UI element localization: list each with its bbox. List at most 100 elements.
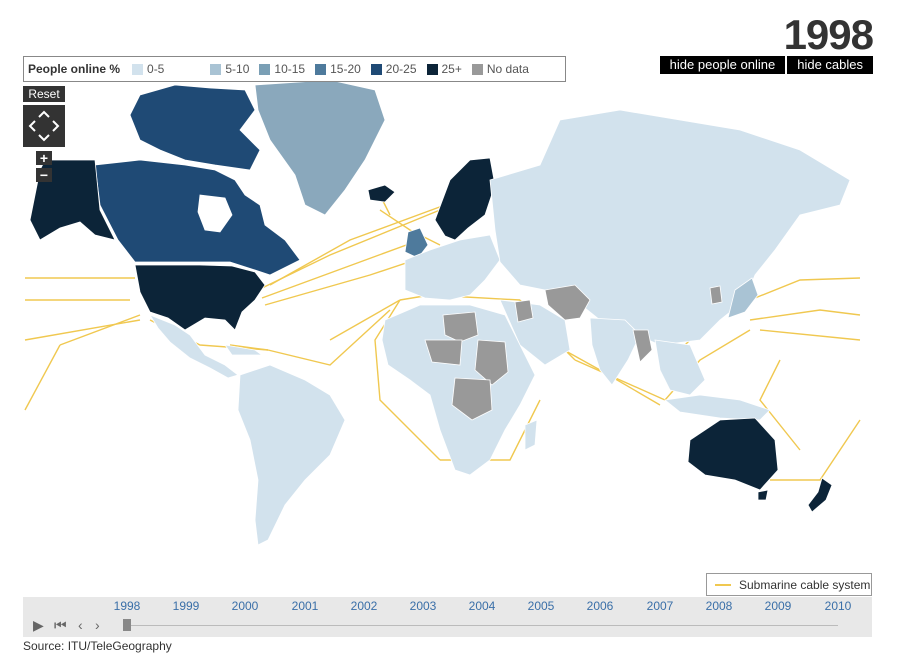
hide-people-online-button[interactable]: hide people online [659, 56, 786, 74]
united-states [134, 264, 266, 331]
legend-label: 15-20 [330, 62, 361, 76]
year-tick-2008[interactable]: 2008 [705, 599, 733, 613]
iceland [367, 184, 396, 203]
iraq [514, 299, 534, 323]
cable-asia-east-3 [759, 329, 861, 341]
zoom-out-button[interactable]: − [36, 168, 52, 182]
people-online-legend: People online % 0-5 5-10 10-15 15-20 20-… [23, 56, 566, 82]
cable-asia-east [749, 277, 861, 301]
cable-australia-nz [770, 419, 861, 481]
timeline-track[interactable] [123, 625, 838, 626]
cable-legend: Submarine cable system [706, 573, 872, 596]
year-tick-2005[interactable]: 2005 [527, 599, 555, 613]
legend-item-no-data: No data [471, 62, 529, 76]
mexico [149, 314, 239, 379]
year-tick-2001[interactable]: 2001 [291, 599, 319, 613]
cable-indian-1 [574, 359, 666, 401]
tasmania [757, 489, 769, 501]
swatch-25-plus [426, 63, 438, 75]
korea [709, 285, 723, 305]
rewind-icon[interactable]: ⏮ [54, 617, 67, 633]
swatch-5-10 [210, 63, 222, 75]
cable-americas [267, 309, 391, 366]
legend-item-5-10: 5-10 [210, 62, 249, 76]
india [589, 317, 641, 386]
zoom-in-button[interactable]: + [36, 151, 52, 165]
prev-icon[interactable]: ‹ [78, 617, 83, 633]
swatch-no-data [471, 63, 483, 75]
next-icon[interactable]: › [95, 617, 100, 633]
year-tick-2000[interactable]: 2000 [231, 599, 259, 613]
dr-congo [451, 377, 493, 421]
cable-hawaii [59, 314, 141, 346]
pan-control[interactable] [23, 105, 65, 147]
sudan [474, 339, 509, 386]
year-tick-2010[interactable]: 2010 [824, 599, 852, 613]
year-tick-2009[interactable]: 2009 [764, 599, 792, 613]
legend-item-0-5: 0-5 [132, 62, 164, 76]
legend-label: 0-5 [147, 62, 165, 76]
chad-niger [424, 339, 463, 366]
cable-north-sea [379, 209, 441, 246]
greenland [254, 79, 386, 216]
legend-item-15-20: 15-20 [315, 62, 361, 76]
year-tick-1999[interactable]: 1999 [172, 599, 200, 613]
cable-carib-1 [229, 344, 269, 351]
cable-legend-label: Submarine cable system [739, 577, 871, 592]
year-tick-1998[interactable]: 1998 [113, 599, 141, 613]
cable-hawaii-south [24, 344, 61, 411]
swatch-10-15 [259, 63, 271, 75]
legend-label: 20-25 [385, 62, 417, 76]
year-tick-2004[interactable]: 2004 [468, 599, 496, 613]
year-tick-2003[interactable]: 2003 [409, 599, 437, 613]
play-icon[interactable]: ▶ [33, 617, 44, 633]
swatch-15-20 [315, 63, 327, 75]
legend-item-25-plus: 25+ [426, 62, 462, 76]
legend-label: 5-10 [225, 62, 250, 76]
legend-title: People online % [28, 62, 121, 76]
united-kingdom [404, 227, 429, 259]
canada-arctic [129, 84, 261, 171]
indonesia [664, 394, 771, 421]
swatch-20-25 [370, 63, 382, 75]
japan [727, 277, 759, 319]
year-tick-2007[interactable]: 2007 [646, 599, 674, 613]
year-tick-2006[interactable]: 2006 [586, 599, 614, 613]
world-map[interactable] [0, 0, 900, 597]
pan-arrows-icon [28, 110, 60, 142]
cable-atlantic-scan [269, 204, 446, 286]
reset-button[interactable]: Reset [23, 86, 65, 102]
myanmar [632, 329, 653, 363]
cable-transpacific-3 [24, 319, 141, 341]
cable-south-atlantic [329, 299, 401, 341]
source-credit: Source: ITU/TeleGeography [23, 639, 172, 653]
cable-asia-east-2 [749, 309, 861, 321]
timeline: 1998 1999 2000 2001 2002 2003 2004 2005 … [23, 597, 872, 637]
canada [94, 159, 301, 276]
libya [442, 311, 479, 343]
cable-transatlantic-mid [261, 239, 421, 299]
legend-item-20-25: 20-25 [370, 62, 417, 76]
legend-item-10-15: 10-15 [259, 62, 305, 76]
madagascar [524, 419, 538, 451]
hudson-bay [197, 194, 233, 233]
year-title: 1998 [783, 11, 874, 58]
europe [404, 234, 501, 301]
se-asia [654, 339, 706, 396]
cable-swatch [715, 583, 731, 586]
land-layer [29, 79, 851, 546]
australia [687, 417, 779, 491]
timeline-handle[interactable] [123, 619, 131, 631]
legend-label: 25+ [441, 62, 462, 76]
hide-cables-button[interactable]: hide cables [787, 56, 873, 74]
south-america [237, 364, 346, 546]
cables-layer [24, 194, 861, 481]
legend-label: 10-15 [274, 62, 306, 76]
swatch-0-5 [132, 63, 144, 75]
afghanistan [544, 284, 591, 321]
caribbean [224, 344, 264, 356]
legend-label: No data [486, 62, 529, 76]
year-tick-2002[interactable]: 2002 [350, 599, 378, 613]
scandinavia [434, 157, 496, 241]
cable-pacific-au [759, 359, 801, 451]
